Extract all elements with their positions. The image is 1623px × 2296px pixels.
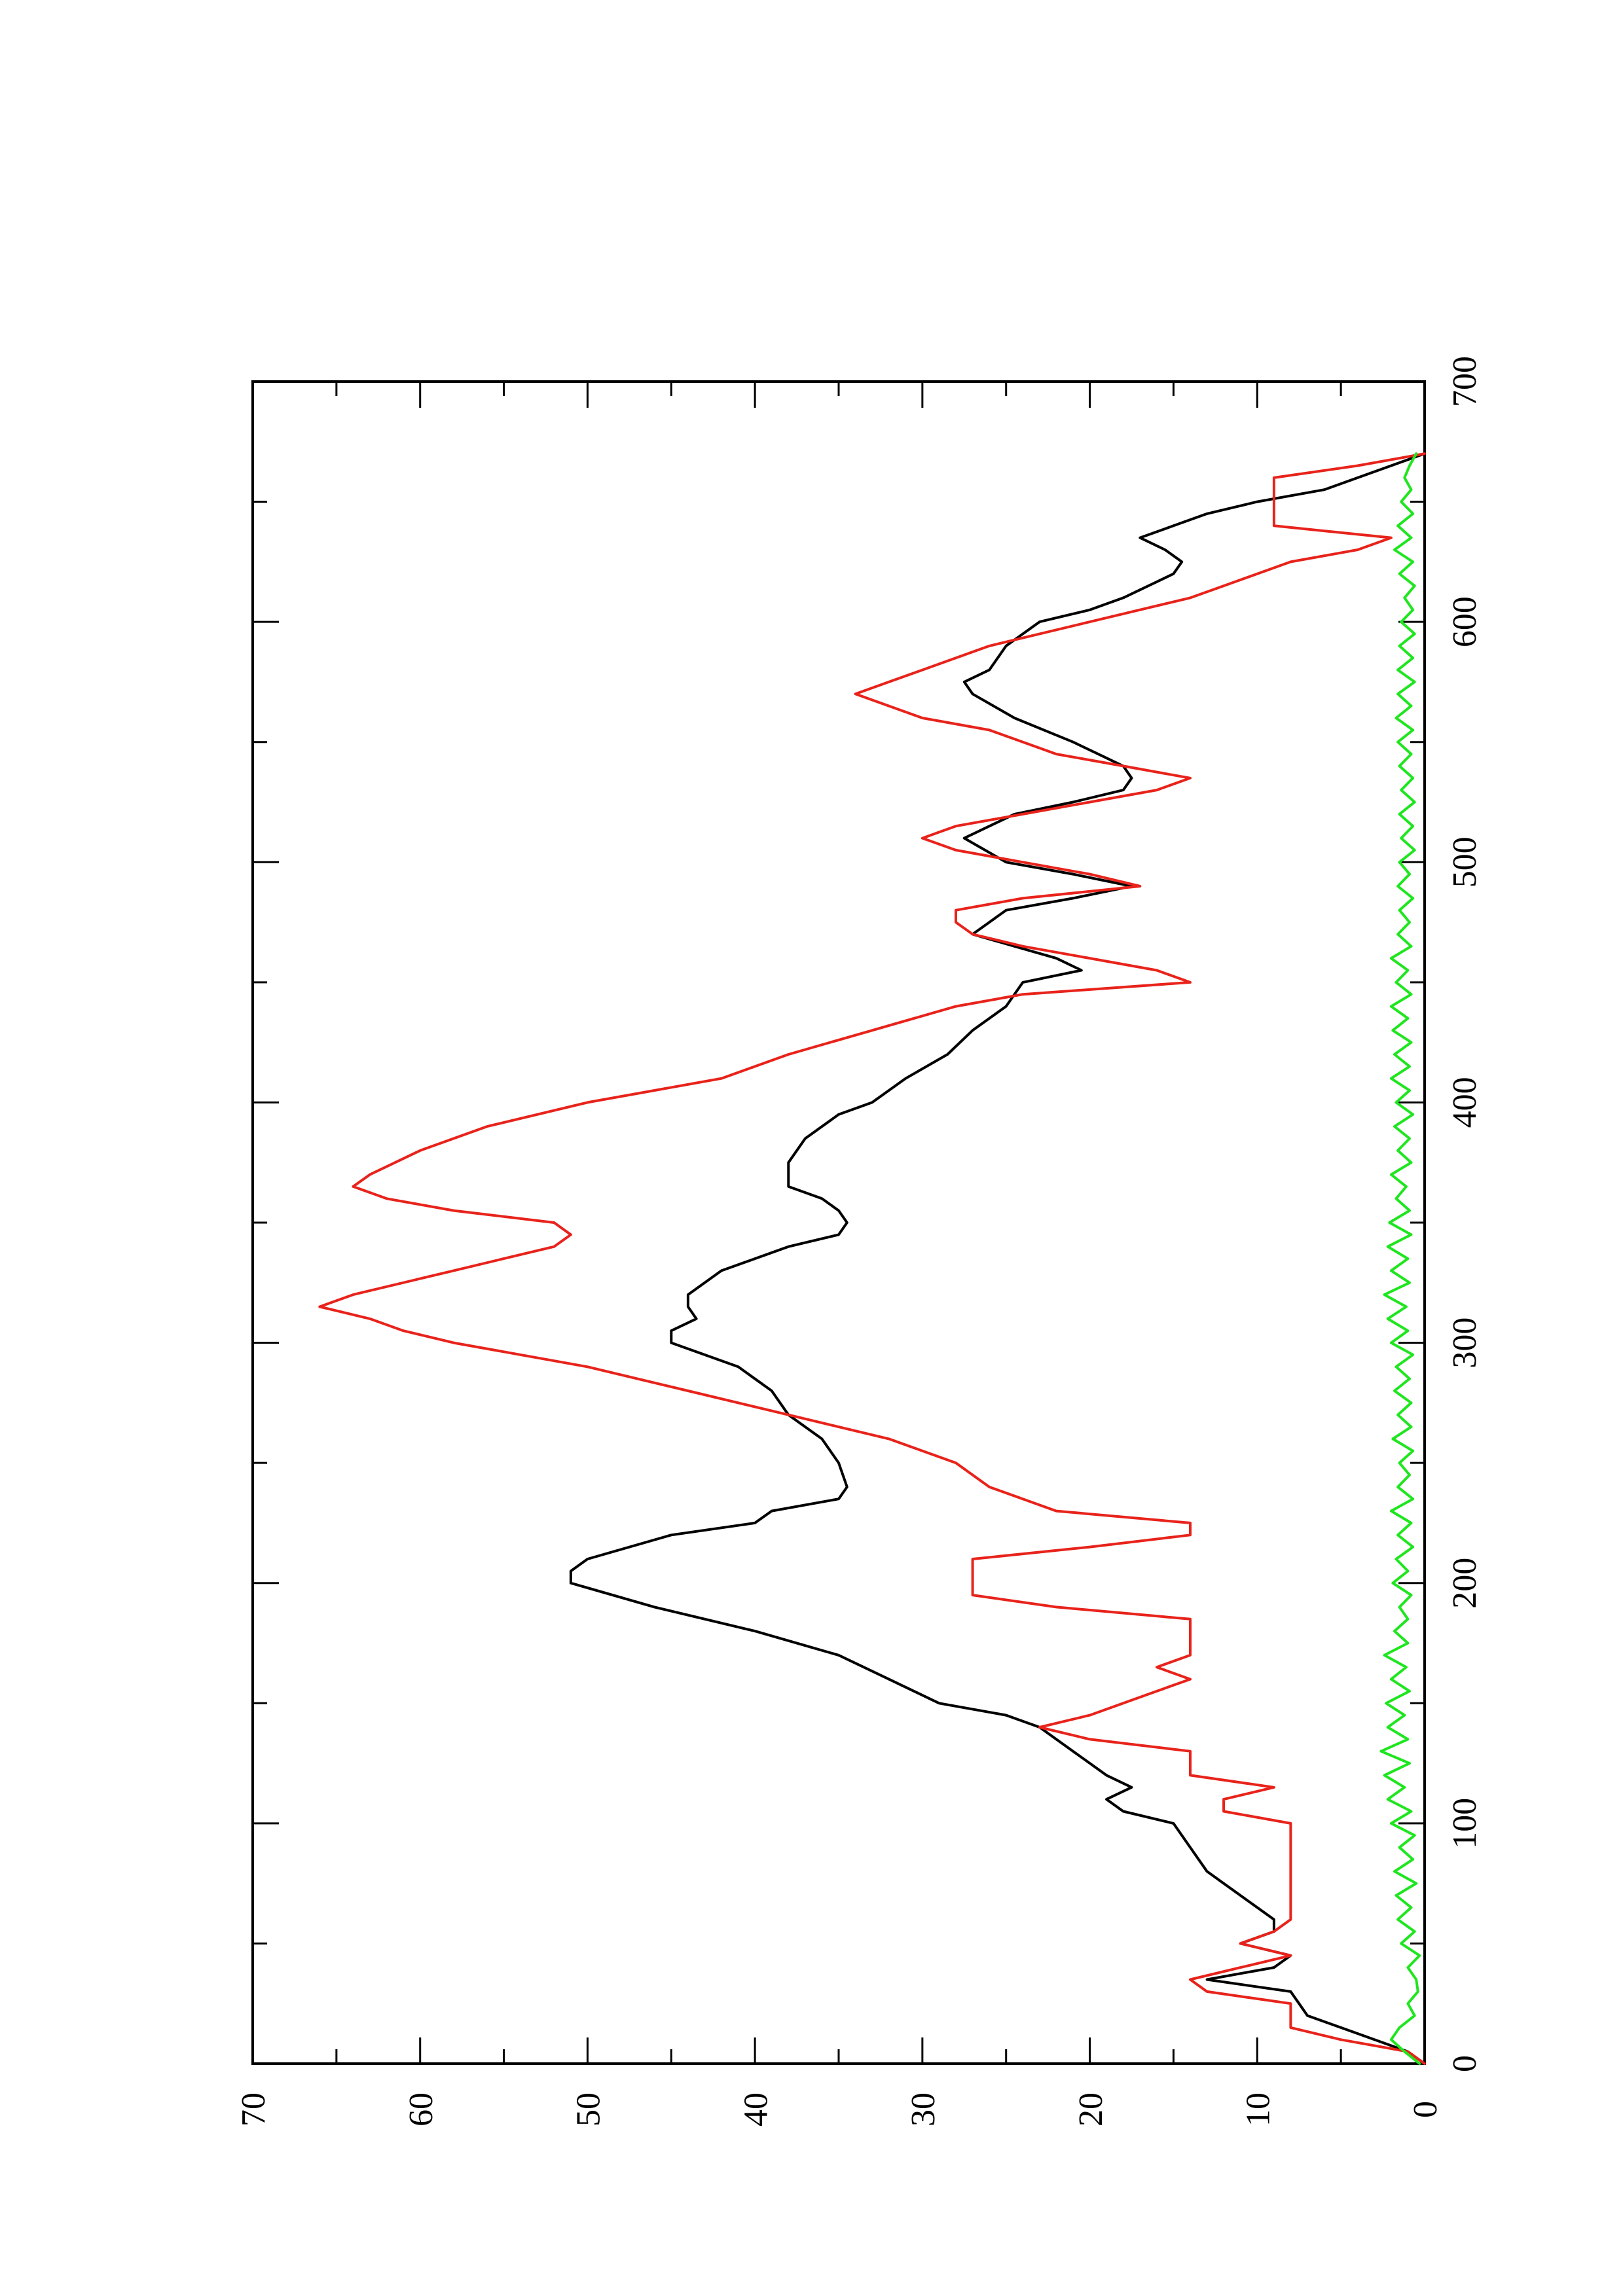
x-tick-label: 500	[1446, 836, 1484, 888]
y-tick-label: 20	[1072, 2092, 1110, 2126]
x-tick-label: 400	[1446, 1077, 1484, 1128]
x-tick-label: 300	[1446, 1318, 1484, 1369]
x-tick-label: 200	[1446, 1558, 1484, 1609]
series-lines	[318, 452, 1426, 2065]
series-line-1	[569, 452, 1426, 2065]
y-tick-label: 0	[1407, 2101, 1444, 2118]
tick-labels: 0 100 200 300 400 500 600 700 0 10 20 30 40 50 60 70	[235, 356, 1484, 2126]
y-tick-label: 40	[737, 2092, 775, 2126]
y-tick-label: 50	[570, 2092, 608, 2126]
y-tick-label: 30	[905, 2092, 942, 2126]
series-line-2	[318, 452, 1426, 2065]
y-tick-label: 60	[403, 2092, 440, 2126]
x-tick-label: 100	[1446, 1798, 1484, 1849]
x-tick-label: 0	[1446, 2055, 1484, 2072]
y-tick-label: 70	[235, 2092, 272, 2126]
series-line-3	[1379, 452, 1421, 2065]
y-tick-label: 10	[1239, 2092, 1277, 2126]
x-tick-label: 700	[1446, 356, 1484, 407]
x-tick-label: 600	[1446, 596, 1484, 647]
axis-ticks	[251, 380, 1426, 2065]
plot-frame	[251, 380, 1426, 2065]
